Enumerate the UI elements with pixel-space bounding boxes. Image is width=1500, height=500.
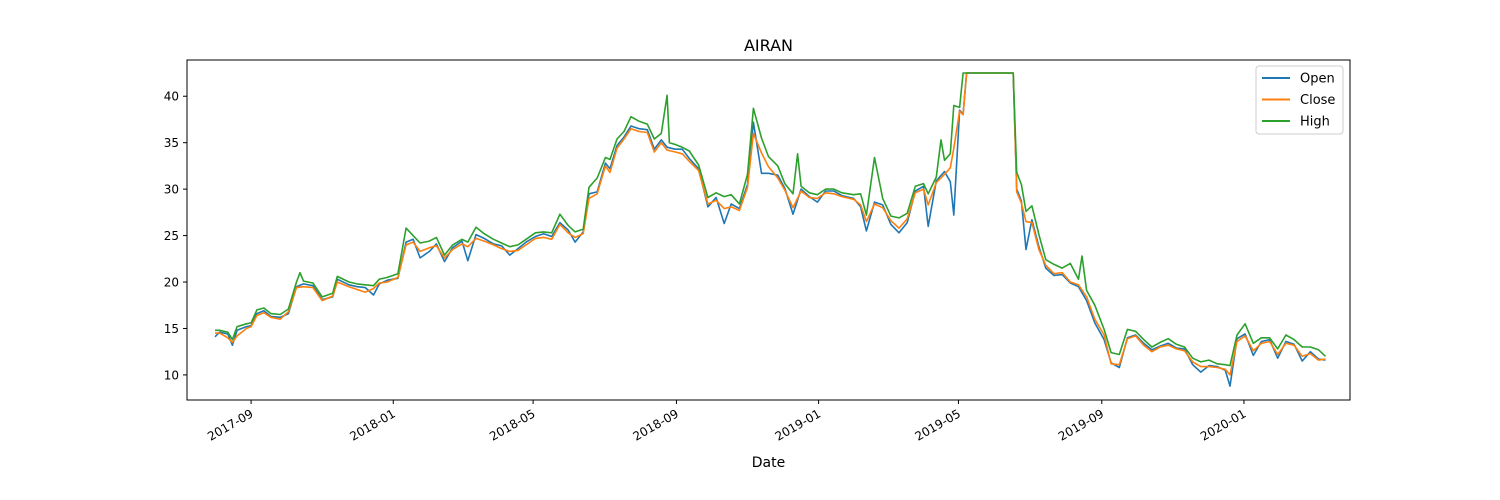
legend-box [1255,65,1344,135]
y-tick-label: 15 [164,322,179,336]
legend-label-high: High [1300,115,1330,130]
y-tick-label: 40 [164,90,179,104]
chart-title: AIRAN [744,36,793,55]
y-tick-label: 35 [164,136,179,150]
series-line-high [215,72,1327,367]
y-axis-ticks: 10 15 20 25 30 35 40 [164,90,187,382]
series-lines [214,72,1327,387]
series-line-close [215,72,1326,376]
legend-label-close: Close [1300,93,1335,108]
axes-frame [186,59,1351,401]
legend-label-open: Open [1300,72,1335,87]
x-axis-label: Date [752,455,785,471]
y-tick-label: 25 [164,229,179,243]
y-tick-label: 10 [164,368,179,382]
y-tick-label: 30 [164,183,179,197]
legend: Open Close High [1255,65,1344,135]
y-tick-label: 20 [164,276,179,290]
